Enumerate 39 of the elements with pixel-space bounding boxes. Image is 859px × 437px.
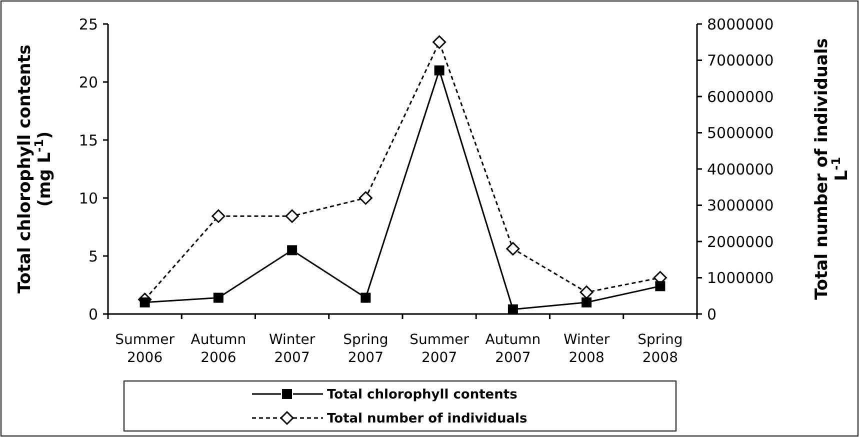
y2-tick-label: 1000000 [707, 269, 774, 287]
x-tick-label: Summer 2007 [410, 332, 470, 366]
y2-tick-label: 7000000 [707, 52, 774, 70]
y2-tick-label: 0 [707, 305, 717, 324]
point [287, 245, 298, 256]
y-tick-label: 15 [78, 131, 98, 150]
point [655, 281, 666, 292]
x-tick-label: Spring 2008 [638, 332, 683, 366]
x-tick-label: Winter 2008 [563, 332, 610, 366]
y-tick-label: 20 [78, 73, 98, 92]
point [506, 242, 520, 256]
point [358, 191, 372, 205]
y2-tick-label: 6000000 [707, 88, 774, 106]
x-tick-label: Spring 2007 [343, 332, 388, 366]
point [580, 286, 594, 299]
y2-tick-label: 3000000 [707, 196, 774, 214]
legend-label: Total number of individuals [327, 412, 528, 427]
point [140, 297, 150, 308]
x-tick-label: Summer 2006 [115, 332, 175, 366]
point [508, 304, 518, 314]
point [360, 292, 371, 303]
x-tick-label: Winter 2007 [268, 332, 316, 366]
y-tick-label: 0 [88, 305, 98, 324]
y2-tick-label: 8000000 [707, 15, 774, 34]
legend-label: Total chlorophyll contents [327, 388, 518, 403]
y-tick-label: 25 [78, 15, 98, 34]
y2-tick-label: 4000000 [707, 160, 774, 178]
x-tick-label: Autumn 2006 [190, 332, 246, 366]
y2-tick-label: 2000000 [707, 232, 774, 251]
y2-tick-label: 5000000 [707, 124, 774, 142]
point [432, 35, 446, 49]
point [285, 209, 299, 223]
x-tick-label: Autumn 2007 [485, 332, 541, 366]
point [582, 297, 592, 308]
point [213, 292, 224, 303]
y-tick-label: 10 [78, 189, 98, 208]
y-tick-label: 5 [88, 247, 98, 266]
point [434, 65, 444, 76]
point [212, 209, 226, 223]
